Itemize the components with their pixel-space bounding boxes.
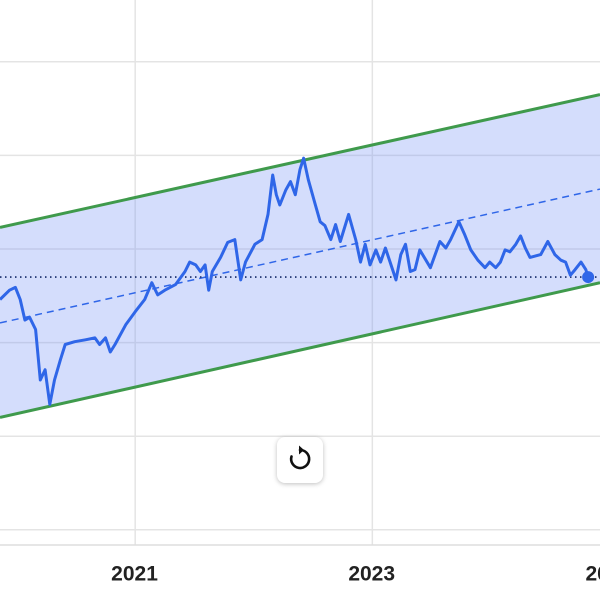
- reset-icon: [289, 445, 311, 470]
- channel-lower: [0, 281, 600, 419]
- channel-fill: [0, 94, 600, 418]
- x-tick-label: 2023: [348, 563, 395, 586]
- x-tick-label: 2021: [111, 563, 158, 586]
- price-line: [0, 156, 590, 406]
- reset-zoom-button[interactable]: [277, 437, 323, 483]
- trend-line: [0, 188, 600, 324]
- x-tick-label: 20: [585, 563, 600, 586]
- last-point: [582, 271, 595, 284]
- channel-upper: [0, 93, 600, 229]
